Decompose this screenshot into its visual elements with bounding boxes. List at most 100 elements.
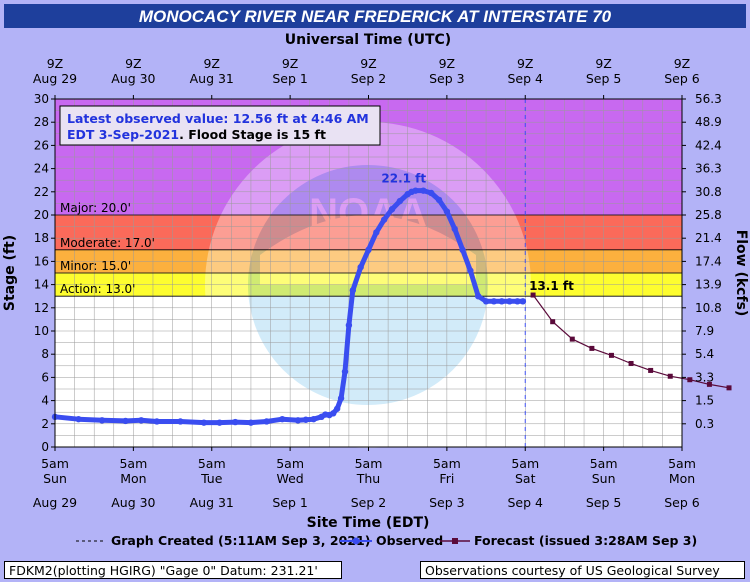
observed-point	[482, 298, 490, 305]
legend-forecast-label: Forecast (issued 3:28AM Sep 3)	[474, 533, 697, 548]
left-tick-label: 0	[41, 440, 49, 454]
observed-point	[519, 298, 527, 305]
forecast-series-points	[530, 292, 732, 391]
flood-band-labels: Action: 13.0' Minor: 15.0' Moderate: 17.0'…	[60, 201, 155, 296]
left-tick-label: 16	[34, 254, 49, 268]
bottom-tick-date: Sep 4	[508, 495, 544, 510]
flood-band-label-major: Major: 20.0'	[60, 201, 131, 215]
title-bar	[4, 4, 746, 28]
observed-point	[232, 418, 239, 426]
bottom-tick-day: Tue	[200, 471, 223, 486]
top-tick-date: Sep 2	[351, 71, 387, 86]
observed-point	[349, 287, 357, 294]
peak-annotation: 22.1 ft	[381, 172, 426, 186]
observed-point	[420, 187, 427, 194]
right-tick-label: 42.4	[695, 138, 722, 152]
left-tick-label: 4	[41, 394, 49, 408]
bottom-tick-time: 5am	[668, 456, 696, 471]
observed-point	[373, 229, 380, 236]
top-tick-date: Aug 30	[111, 71, 155, 86]
info-box: Latest observed value: 12.56 ft at 4:46 …	[59, 105, 381, 146]
bottom-tick-day: Fri	[439, 471, 454, 486]
observed-point	[506, 298, 513, 305]
observed-point	[310, 415, 317, 423]
top-tick-time: 9Z	[360, 56, 377, 71]
forecast-point	[589, 345, 595, 351]
top-axis-title: Universal Time (UTC)	[285, 32, 451, 48]
top-tick-time: 9Z	[595, 56, 612, 71]
y-axis-left-label: Stage (ft)	[2, 235, 18, 311]
top-tick-date: Sep 6	[664, 71, 700, 86]
flood-band-label-action: Action: 13.0'	[60, 282, 135, 296]
forecast-point	[706, 381, 712, 387]
info-box-line1: Latest observed value: 12.56 ft at 4:46 …	[67, 111, 369, 126]
legend-forecast-marker	[452, 538, 458, 544]
left-tick-label: 22	[34, 185, 49, 199]
observed-point	[279, 415, 286, 423]
forecast-point	[550, 319, 556, 325]
observed-point	[337, 395, 345, 402]
top-tick-time: 9Z	[439, 56, 456, 71]
y-axis-right-label: Flow (kcfs)	[733, 230, 749, 317]
observed-point	[396, 197, 404, 205]
legend: Graph Created (5:11AM Sep 3, 2021) Obser…	[76, 533, 697, 548]
footer-datum: FDKM2(plotting HGIRG) "Gage 0" Datum: 23…	[4, 561, 342, 579]
info-box-date: EDT 3-Sep-2021	[67, 127, 179, 142]
forecast-point	[667, 373, 673, 379]
right-tick-label: 13.9	[695, 278, 722, 292]
legend-observed-marker	[352, 537, 360, 545]
left-tick-label: 14	[34, 278, 49, 292]
observed-point	[263, 418, 270, 425]
right-tick-label: 0.3	[695, 417, 714, 431]
observed-point	[177, 418, 184, 425]
observed-point	[380, 216, 388, 223]
bottom-tick-date: Aug 30	[111, 495, 155, 510]
legend-graph-created-label: Graph Created (5:11AM Sep 3, 2021)	[111, 533, 370, 548]
bottom-tick-date: Aug 31	[190, 495, 234, 510]
observed-point	[200, 419, 208, 426]
bottom-tick-date: Sep 5	[586, 495, 622, 510]
top-tick-time: 9Z	[674, 56, 691, 71]
bottom-tick-time: 5am	[511, 456, 539, 471]
observed-point	[498, 298, 505, 305]
observed-point	[345, 322, 353, 329]
top-tick-time: 9Z	[517, 56, 534, 71]
forecast-point	[628, 360, 634, 366]
forecast-point	[608, 352, 614, 358]
bottom-tick-time: 5am	[433, 456, 461, 471]
bottom-tick-time: 5am	[590, 456, 618, 471]
observed-series-points	[51, 187, 527, 426]
bottom-tick-time: 5am	[276, 456, 304, 471]
info-box-flood-stage: . Flood Stage is 15 ft	[179, 127, 326, 142]
observed-point	[467, 267, 474, 274]
left-tick-label: 6	[41, 370, 49, 384]
observed-point	[294, 417, 302, 424]
grid-lines	[54, 98, 682, 448]
bottom-tick-day: Wed	[276, 471, 303, 486]
right-tick-label: 30.8	[695, 185, 722, 199]
top-tick-date: Aug 29	[33, 71, 77, 86]
top-tick-date: Sep 1	[272, 71, 308, 86]
left-tick-label: 20	[34, 208, 49, 222]
observed-point	[98, 417, 106, 424]
flood-band-label-moderate: Moderate: 17.0'	[60, 236, 155, 250]
observed-point	[138, 417, 145, 424]
observed-point	[302, 416, 309, 423]
forecast-point	[569, 336, 575, 342]
left-tick-label: 18	[34, 231, 49, 245]
left-tick-label: 30	[34, 92, 49, 106]
left-tick-label: 24	[34, 162, 49, 176]
observed-point	[490, 298, 498, 305]
bottom-tick-date: Sep 6	[664, 495, 700, 510]
right-tick-label: 3.3	[695, 370, 714, 384]
observed-point	[475, 293, 482, 300]
legend-observed-label: Observed	[376, 533, 443, 548]
top-tick-time: 9Z	[203, 56, 220, 71]
observed-point	[365, 246, 372, 253]
left-tick-label: 10	[34, 324, 49, 338]
right-tick-label: 5.4	[695, 347, 714, 361]
right-tick-label: 17.4	[695, 254, 722, 268]
